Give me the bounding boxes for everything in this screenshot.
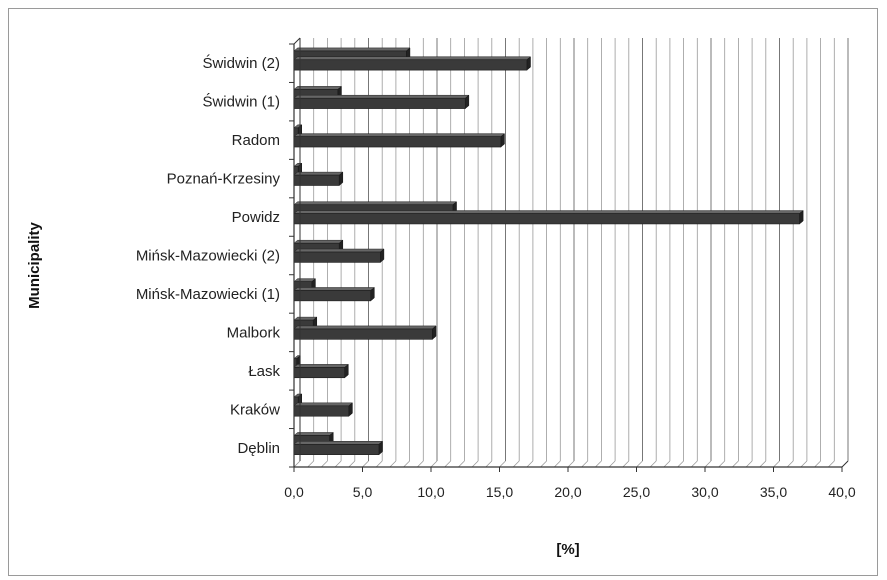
gridline-floor [567,460,575,468]
gridline-floor [321,460,328,468]
bar-top [293,171,344,176]
bar-top [293,210,804,214]
gridline-floor [526,460,534,468]
bar-top [293,133,506,137]
gridline-floor [732,460,739,468]
gridline-floor [499,460,506,468]
gridline-floor [800,460,808,468]
x-axis-title: [%] [556,541,579,558]
bar-top [293,364,349,368]
gridline-floor [403,460,410,468]
gridline-floor [608,460,616,468]
category-label: Mińsk-Mazowiecki (2) [136,248,280,265]
bar [293,213,800,225]
x-tick-labels: 0,0 5,0 10,0 15,0 20,0 25,0 30,0 35,0 40,0 [284,484,856,500]
bar-top [293,248,385,253]
x-tick-label: 40,0 [828,484,855,500]
bar-top [293,325,437,330]
category-label: Malbork [227,324,281,341]
gridline-floor [773,460,780,468]
bar [293,97,466,109]
gridline-floor [649,460,657,468]
category-label: Powidz [232,209,280,226]
gridline-floor [745,460,753,468]
category-label: Mińsk-Mazowiecki (1) [136,286,280,303]
chart-frame: 0,0 5,0 10,0 15,0 20,0 25,0 30,0 35,0 40,0 Dębli… [8,8,878,576]
bar-top [293,441,384,445]
gridline-floor [595,460,602,468]
bar-top [293,94,470,99]
bar [293,328,433,340]
bar [293,174,340,186]
category-label: Radom [232,132,280,149]
x-tick-label: 5,0 [353,484,373,500]
bar [293,290,372,302]
category-label: Łask [248,363,280,380]
axes [289,37,849,472]
gridline-floor [375,460,383,468]
bar [293,443,380,455]
bar [293,59,528,71]
gridline-floor [444,460,451,468]
gridline-floor [417,460,424,468]
bar-top [293,201,458,205]
bar-chart: 0,0 5,0 10,0 15,0 20,0 25,0 30,0 35,0 40,0 Dębli… [26,37,856,558]
bar-top [293,56,532,60]
gridline-floor [636,460,643,468]
gridline-floor [581,460,588,468]
gridline-floor [828,460,835,468]
category-label: Kraków [230,401,280,418]
gridline-floor [622,460,630,468]
category-label: Poznań-Krzesiny [167,171,281,188]
bar-top [293,287,376,291]
gridline-floor [512,460,520,468]
gridline-floor [663,460,671,468]
gridline-floor [691,460,698,468]
gridline-floor [814,460,821,468]
x-tick-label: 10,0 [417,484,444,500]
gridline-floor [348,460,356,468]
category-label: Świdwin (1) [202,93,280,111]
gridline-floor [334,460,342,468]
gridline-floor [471,460,479,468]
bar-top [293,402,354,407]
x-tick-label: 20,0 [554,484,581,500]
gridline-floor [430,460,438,468]
gridline-floor [759,460,767,468]
x-tick-label: 25,0 [623,484,650,500]
bar-top [293,86,343,90]
bar-top [293,47,411,52]
gridline-floor [677,460,684,468]
x-tick-label: 35,0 [760,484,787,500]
bar [293,367,345,379]
category-labels: Dęblin Kraków Łask Malbork Mińsk-Mazowiecki … [136,54,281,457]
bar [293,405,350,417]
y-axis-title: Municipality [26,222,43,309]
x-tick-label: 30,0 [691,484,718,500]
y-axis-top-edge [293,37,301,45]
gridline-floor [704,460,712,468]
x-tick-label: 0,0 [284,484,304,500]
gridline-floor [718,460,725,468]
gridline-floor [362,460,369,468]
gridline-floor [293,460,301,468]
gridline-floor [458,460,465,468]
gridline-floor [307,460,314,468]
x-axis-end-edge [841,460,849,468]
gridline-floor [554,460,561,468]
bar-top [293,239,344,244]
category-label: Świdwin (2) [202,54,280,72]
bar [293,251,381,263]
gridline-floor [540,460,547,468]
gridline-floor [485,460,493,468]
gridline-floor [389,460,397,468]
bars [293,47,804,456]
bar [293,136,502,148]
category-label: Dęblin [237,440,280,457]
gridline-floor [786,460,794,468]
x-tick-label: 15,0 [486,484,513,500]
